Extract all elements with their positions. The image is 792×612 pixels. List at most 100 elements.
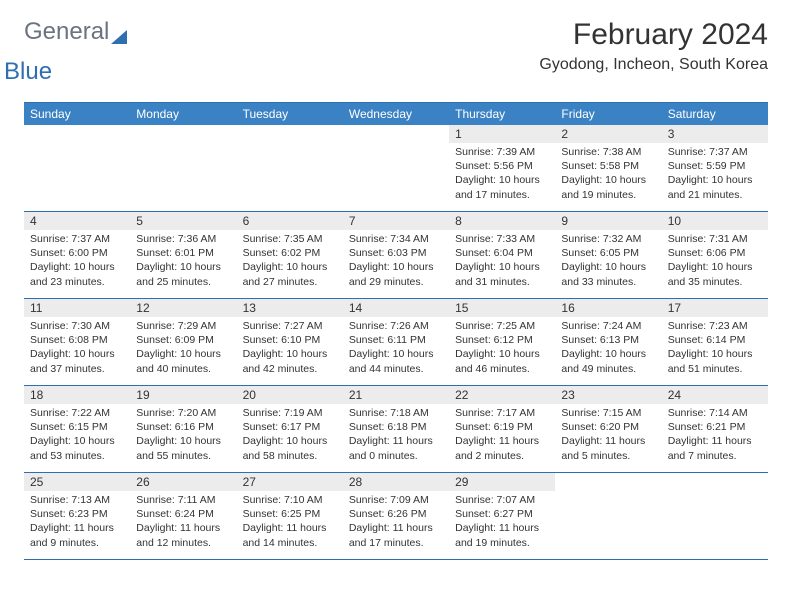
day-number: 3 (662, 125, 768, 143)
day-sunset: Sunset: 6:18 PM (349, 420, 443, 434)
day-sunset: Sunset: 6:03 PM (349, 246, 443, 260)
day-cell: 7Sunrise: 7:34 AMSunset: 6:03 PMDaylight… (343, 212, 449, 298)
day-sunset: Sunset: 6:08 PM (30, 333, 124, 347)
day-sunrise: Sunrise: 7:17 AM (455, 406, 549, 420)
week-row: 25Sunrise: 7:13 AMSunset: 6:23 PMDayligh… (24, 473, 768, 560)
day-dl2: and 40 minutes. (136, 362, 230, 376)
day-number: 1 (449, 125, 555, 143)
dayhead-row: Sunday Monday Tuesday Wednesday Thursday… (24, 103, 768, 125)
day-sunset: Sunset: 6:25 PM (243, 507, 337, 521)
day-sunset: Sunset: 6:10 PM (243, 333, 337, 347)
day-dl2: and 51 minutes. (668, 362, 762, 376)
dayhead-thursday: Thursday (449, 103, 555, 125)
day-cell: 1Sunrise: 7:39 AMSunset: 5:56 PMDaylight… (449, 125, 555, 211)
day-number: 4 (24, 212, 130, 230)
day-sunrise: Sunrise: 7:37 AM (30, 232, 124, 246)
day-sunrise: Sunrise: 7:07 AM (455, 493, 549, 507)
logo-wrap: General Blue (24, 18, 127, 86)
day-number: 7 (343, 212, 449, 230)
day-dl2: and 31 minutes. (455, 275, 549, 289)
day-dl2: and 44 minutes. (349, 362, 443, 376)
day-sunset: Sunset: 5:59 PM (668, 159, 762, 173)
day-dl2: and 9 minutes. (30, 536, 124, 550)
day-dl2: and 35 minutes. (668, 275, 762, 289)
day-dl2: and 46 minutes. (455, 362, 549, 376)
day-cell (662, 473, 768, 559)
day-number: 14 (343, 299, 449, 317)
day-cell: 23Sunrise: 7:15 AMSunset: 6:20 PMDayligh… (555, 386, 661, 472)
day-cell: 21Sunrise: 7:18 AMSunset: 6:18 PMDayligh… (343, 386, 449, 472)
triangle-icon (111, 30, 127, 44)
day-sunset: Sunset: 6:17 PM (243, 420, 337, 434)
day-body: Sunrise: 7:17 AMSunset: 6:19 PMDaylight:… (449, 404, 555, 467)
day-dl1: Daylight: 10 hours (30, 434, 124, 448)
day-dl2: and 21 minutes. (668, 188, 762, 202)
day-dl1: Daylight: 10 hours (561, 260, 655, 274)
day-sunset: Sunset: 6:24 PM (136, 507, 230, 521)
day-dl2: and 23 minutes. (30, 275, 124, 289)
day-body: Sunrise: 7:35 AMSunset: 6:02 PMDaylight:… (237, 230, 343, 293)
day-sunrise: Sunrise: 7:30 AM (30, 319, 124, 333)
day-sunset: Sunset: 6:09 PM (136, 333, 230, 347)
day-dl2: and 14 minutes. (243, 536, 337, 550)
day-body: Sunrise: 7:25 AMSunset: 6:12 PMDaylight:… (449, 317, 555, 380)
day-body: Sunrise: 7:11 AMSunset: 6:24 PMDaylight:… (130, 491, 236, 554)
day-dl1: Daylight: 10 hours (668, 260, 762, 274)
day-dl1: Daylight: 10 hours (349, 260, 443, 274)
week-row: 1Sunrise: 7:39 AMSunset: 5:56 PMDaylight… (24, 125, 768, 212)
day-dl2: and 2 minutes. (455, 449, 549, 463)
day-cell: 18Sunrise: 7:22 AMSunset: 6:15 PMDayligh… (24, 386, 130, 472)
day-number: 6 (237, 212, 343, 230)
day-sunset: Sunset: 5:58 PM (561, 159, 655, 173)
week-row: 11Sunrise: 7:30 AMSunset: 6:08 PMDayligh… (24, 299, 768, 386)
day-body: Sunrise: 7:14 AMSunset: 6:21 PMDaylight:… (662, 404, 768, 467)
day-cell (130, 125, 236, 211)
dayhead-monday: Monday (130, 103, 236, 125)
day-body: Sunrise: 7:09 AMSunset: 6:26 PMDaylight:… (343, 491, 449, 554)
day-dl1: Daylight: 11 hours (561, 434, 655, 448)
day-body: Sunrise: 7:10 AMSunset: 6:25 PMDaylight:… (237, 491, 343, 554)
day-sunrise: Sunrise: 7:25 AM (455, 319, 549, 333)
week-row: 18Sunrise: 7:22 AMSunset: 6:15 PMDayligh… (24, 386, 768, 473)
day-body: Sunrise: 7:32 AMSunset: 6:05 PMDaylight:… (555, 230, 661, 293)
day-sunset: Sunset: 6:05 PM (561, 246, 655, 260)
day-dl2: and 53 minutes. (30, 449, 124, 463)
day-cell: 20Sunrise: 7:19 AMSunset: 6:17 PMDayligh… (237, 386, 343, 472)
day-sunset: Sunset: 6:02 PM (243, 246, 337, 260)
day-dl2: and 42 minutes. (243, 362, 337, 376)
day-dl1: Daylight: 11 hours (455, 521, 549, 535)
day-dl1: Daylight: 11 hours (136, 521, 230, 535)
day-body: Sunrise: 7:31 AMSunset: 6:06 PMDaylight:… (662, 230, 768, 293)
day-body: Sunrise: 7:22 AMSunset: 6:15 PMDaylight:… (24, 404, 130, 467)
day-body: Sunrise: 7:23 AMSunset: 6:14 PMDaylight:… (662, 317, 768, 380)
day-sunrise: Sunrise: 7:18 AM (349, 406, 443, 420)
day-number: 9 (555, 212, 661, 230)
day-dl1: Daylight: 10 hours (136, 347, 230, 361)
day-sunrise: Sunrise: 7:31 AM (668, 232, 762, 246)
day-body: Sunrise: 7:39 AMSunset: 5:56 PMDaylight:… (449, 143, 555, 206)
day-sunset: Sunset: 6:11 PM (349, 333, 443, 347)
day-dl1: Daylight: 10 hours (668, 347, 762, 361)
day-cell: 10Sunrise: 7:31 AMSunset: 6:06 PMDayligh… (662, 212, 768, 298)
day-number: 23 (555, 386, 661, 404)
day-sunrise: Sunrise: 7:33 AM (455, 232, 549, 246)
day-sunrise: Sunrise: 7:22 AM (30, 406, 124, 420)
day-number: 8 (449, 212, 555, 230)
day-number: 20 (237, 386, 343, 404)
calendar: Sunday Monday Tuesday Wednesday Thursday… (24, 102, 768, 560)
day-sunset: Sunset: 6:01 PM (136, 246, 230, 260)
page-title: February 2024 (539, 18, 768, 52)
day-number: 28 (343, 473, 449, 491)
day-sunrise: Sunrise: 7:24 AM (561, 319, 655, 333)
day-body: Sunrise: 7:18 AMSunset: 6:18 PMDaylight:… (343, 404, 449, 467)
day-cell: 24Sunrise: 7:14 AMSunset: 6:21 PMDayligh… (662, 386, 768, 472)
day-dl1: Daylight: 11 hours (243, 521, 337, 535)
day-cell: 22Sunrise: 7:17 AMSunset: 6:19 PMDayligh… (449, 386, 555, 472)
day-sunrise: Sunrise: 7:32 AM (561, 232, 655, 246)
day-body: Sunrise: 7:33 AMSunset: 6:04 PMDaylight:… (449, 230, 555, 293)
day-body: Sunrise: 7:13 AMSunset: 6:23 PMDaylight:… (24, 491, 130, 554)
day-number: 5 (130, 212, 236, 230)
day-sunset: Sunset: 6:15 PM (30, 420, 124, 434)
day-body: Sunrise: 7:34 AMSunset: 6:03 PMDaylight:… (343, 230, 449, 293)
weeks-container: 1Sunrise: 7:39 AMSunset: 5:56 PMDaylight… (24, 125, 768, 560)
